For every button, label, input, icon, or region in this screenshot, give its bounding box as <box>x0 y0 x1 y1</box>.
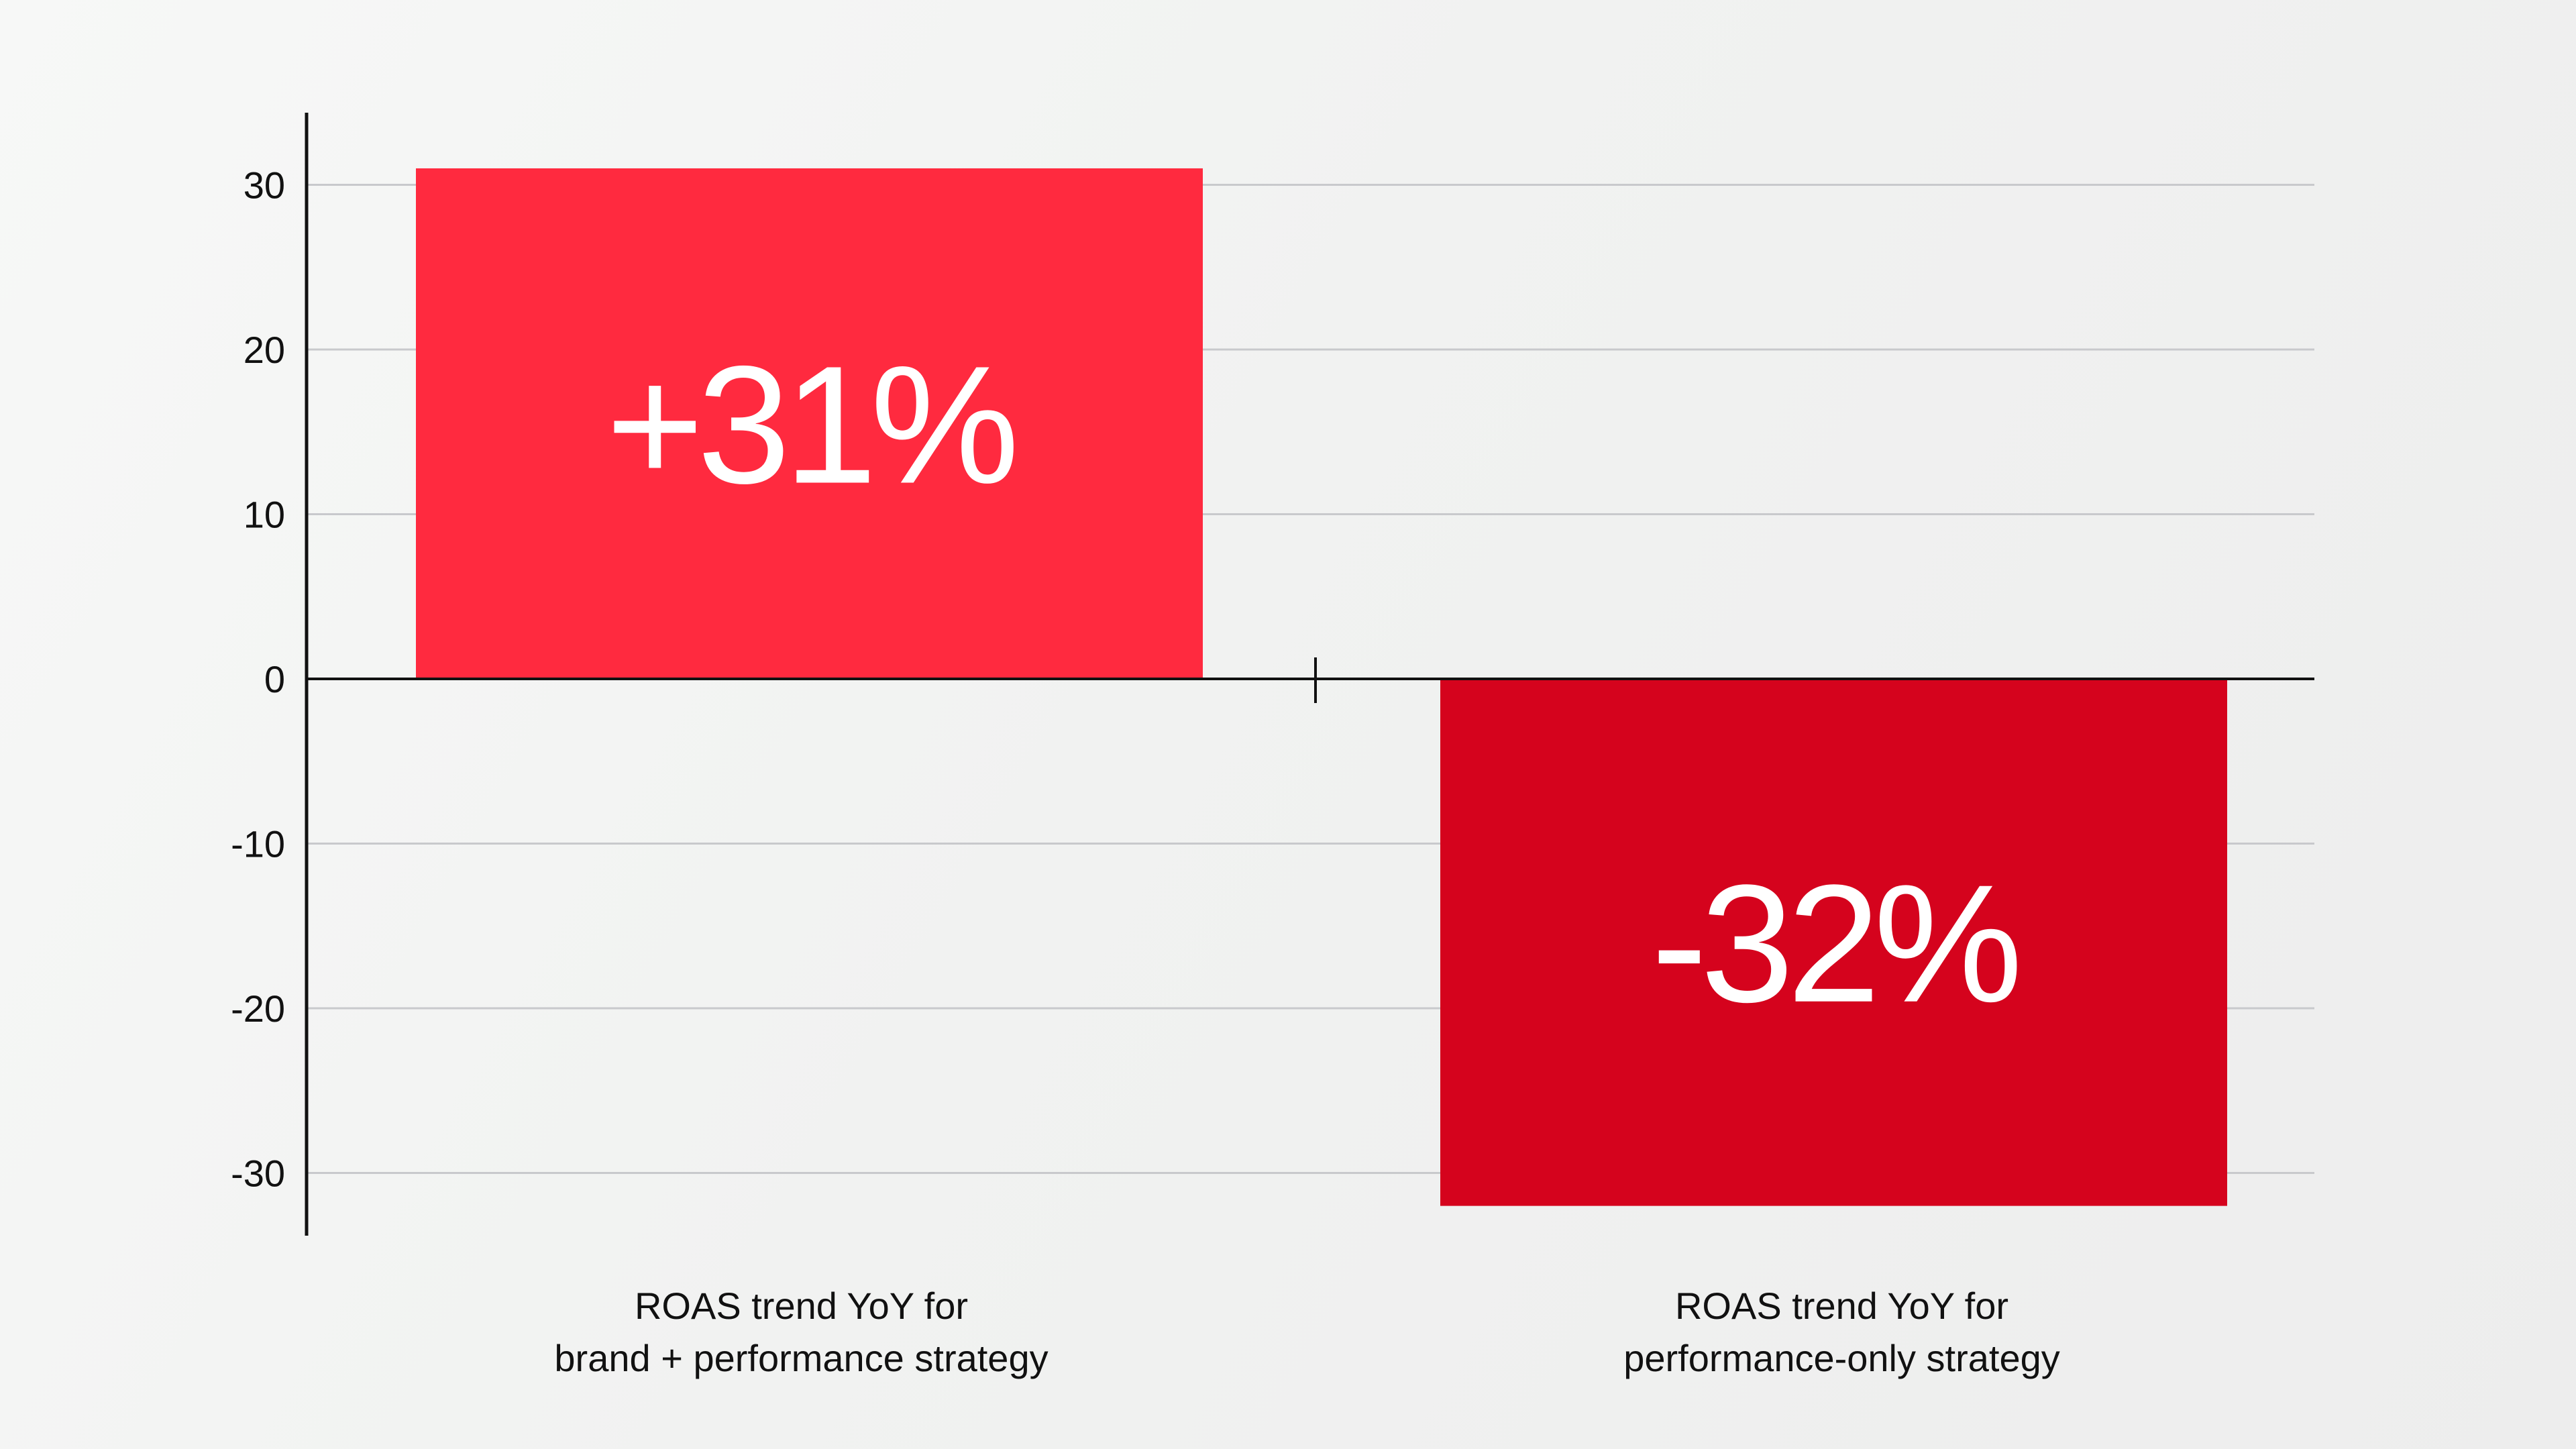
y-tick-label: 0 <box>264 658 285 700</box>
category-label-line: ROAS trend YoY for <box>1675 1285 2008 1327</box>
bar-value-label: -32% <box>1652 850 2017 1037</box>
labels: 30 20 10 0 -10 -20 -30 +31% ROAS trend YoY for br… <box>231 164 2060 1380</box>
y-tick-label: -20 <box>231 987 285 1030</box>
bars <box>416 168 2227 1206</box>
category-label: ROAS trend YoY for performance-only strat… <box>1623 1285 2060 1379</box>
y-tick-label: 10 <box>244 494 285 536</box>
category-label: ROAS trend YoY for brand + performance st… <box>554 1285 1048 1379</box>
category-label-line: ROAS trend YoY for <box>635 1285 968 1327</box>
y-tick-label: -10 <box>231 823 285 865</box>
category-label-line: performance-only strategy <box>1623 1337 2060 1379</box>
y-tick-label: 20 <box>244 329 285 371</box>
axes <box>305 113 2314 1236</box>
y-tick-label: 30 <box>244 164 285 207</box>
bar <box>416 168 1203 679</box>
category-label-line: brand + performance strategy <box>554 1337 1048 1379</box>
bar-value-label: +31% <box>606 331 1014 518</box>
y-tick-label: -30 <box>231 1152 285 1195</box>
bar <box>1440 679 2227 1206</box>
